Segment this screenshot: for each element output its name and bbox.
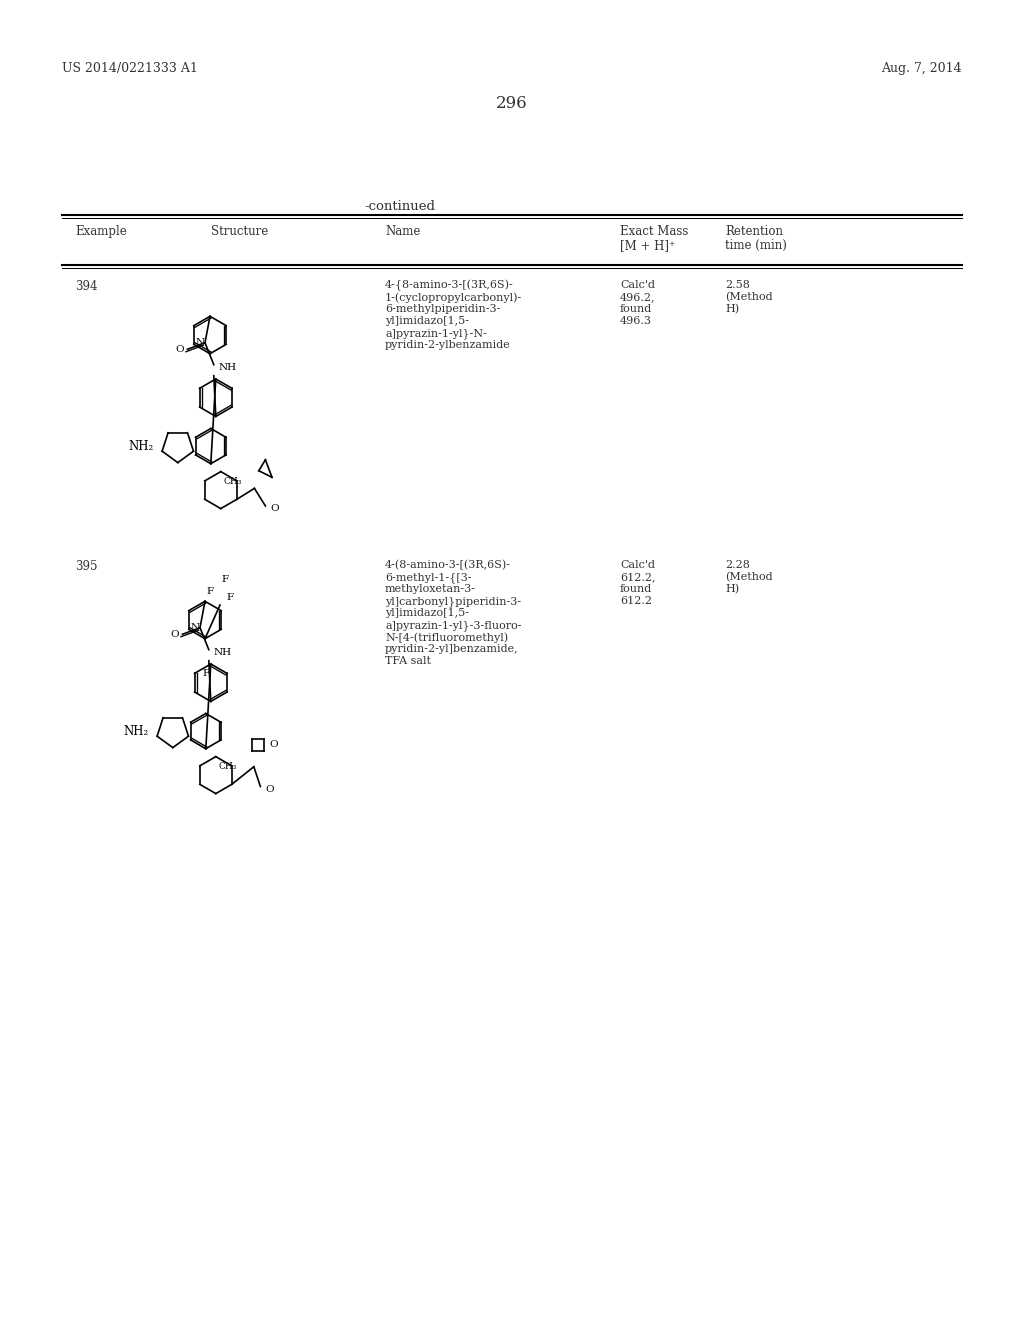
Text: 612.2: 612.2: [620, 597, 652, 606]
Text: CH₃: CH₃: [219, 762, 238, 771]
Text: 6-methyl-1-{[3-: 6-methyl-1-{[3-: [385, 572, 471, 583]
Text: NH₂: NH₂: [123, 725, 148, 738]
Text: yl]imidazo[1,5-: yl]imidazo[1,5-: [385, 315, 469, 326]
Text: a]pyrazin-1-yl}-N-: a]pyrazin-1-yl}-N-: [385, 327, 486, 339]
Text: 394: 394: [75, 280, 97, 293]
Text: Exact Mass: Exact Mass: [620, 224, 688, 238]
Text: NH₂: NH₂: [128, 440, 154, 453]
Text: 395: 395: [75, 560, 97, 573]
Text: found: found: [620, 304, 652, 314]
Text: 6-methylpiperidin-3-: 6-methylpiperidin-3-: [385, 304, 501, 314]
Text: N: N: [196, 338, 205, 347]
Text: H): H): [725, 583, 739, 594]
Text: (Method: (Method: [725, 292, 773, 302]
Text: Structure: Structure: [211, 224, 268, 238]
Text: yl]carbonyl}piperidin-3-: yl]carbonyl}piperidin-3-: [385, 597, 521, 607]
Text: methyloxetan-3-: methyloxetan-3-: [385, 583, 476, 594]
Text: [M + H]⁺: [M + H]⁺: [620, 239, 675, 252]
Text: 496.2,: 496.2,: [620, 292, 655, 302]
Text: 4-(8-amino-3-[(3R,6S)-: 4-(8-amino-3-[(3R,6S)-: [385, 560, 511, 570]
Text: Calc'd: Calc'd: [620, 560, 655, 570]
Text: (Method: (Method: [725, 572, 773, 582]
Text: 496.3: 496.3: [620, 315, 652, 326]
Text: -continued: -continued: [365, 201, 435, 213]
Text: found: found: [620, 583, 652, 594]
Text: O: O: [170, 630, 179, 639]
Text: 1-(cyclopropylcarbonyl)-: 1-(cyclopropylcarbonyl)-: [385, 292, 522, 302]
Text: Calc'd: Calc'd: [620, 280, 655, 290]
Text: O: O: [269, 741, 278, 750]
Text: 296: 296: [497, 95, 527, 112]
Text: 612.2,: 612.2,: [620, 572, 655, 582]
Text: Example: Example: [75, 224, 127, 238]
Text: F: F: [226, 594, 233, 602]
Text: Retention: Retention: [725, 224, 783, 238]
Text: CH₃: CH₃: [224, 477, 242, 486]
Text: F: F: [203, 669, 210, 678]
Text: O: O: [265, 785, 274, 795]
Text: a]pyrazin-1-yl}-3-fluoro-: a]pyrazin-1-yl}-3-fluoro-: [385, 620, 521, 631]
Text: Aug. 7, 2014: Aug. 7, 2014: [882, 62, 962, 75]
Text: TFA salt: TFA salt: [385, 656, 431, 667]
Text: 2.58: 2.58: [725, 280, 750, 290]
Text: O: O: [175, 345, 183, 354]
Text: 4-{8-amino-3-[(3R,6S)-: 4-{8-amino-3-[(3R,6S)-: [385, 280, 514, 292]
Text: time (min): time (min): [725, 239, 786, 252]
Text: US 2014/0221333 A1: US 2014/0221333 A1: [62, 62, 198, 75]
Text: NH: NH: [214, 648, 231, 657]
Text: N-[4-(trifluoromethyl): N-[4-(trifluoromethyl): [385, 632, 508, 643]
Text: F: F: [207, 587, 214, 597]
Text: NH: NH: [219, 363, 237, 372]
Text: H): H): [725, 304, 739, 314]
Text: 2.28: 2.28: [725, 560, 750, 570]
Text: Name: Name: [385, 224, 421, 238]
Text: pyridin-2-ylbenzamide: pyridin-2-ylbenzamide: [385, 341, 511, 350]
Text: pyridin-2-yl]benzamide,: pyridin-2-yl]benzamide,: [385, 644, 518, 653]
Text: O: O: [270, 504, 279, 513]
Text: yl]imidazo[1,5-: yl]imidazo[1,5-: [385, 609, 469, 618]
Text: F: F: [221, 576, 228, 585]
Text: N: N: [190, 623, 200, 632]
